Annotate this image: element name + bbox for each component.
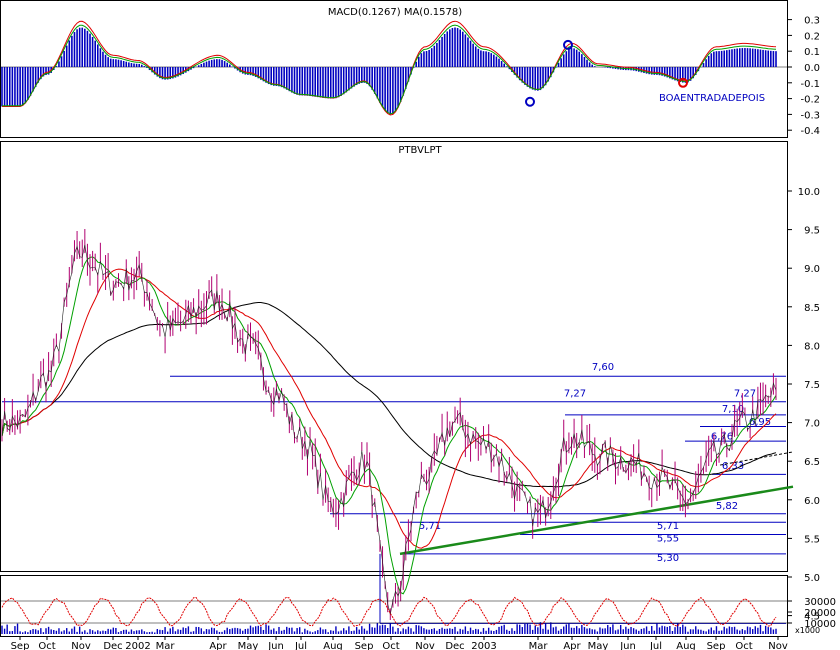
macd-axis-label: -0.4 (800, 126, 820, 137)
price-axis-label: 9.5 (804, 226, 820, 237)
price-axis-label: 6.0 (804, 496, 820, 507)
volume-unit: x1000 (795, 626, 820, 635)
x-axis-label: Sep (355, 641, 374, 650)
level-label: 7,27 (734, 388, 756, 399)
volume-layer (0, 596, 787, 634)
x-axis-label: Jun (267, 641, 284, 650)
level-label: 5,55 (657, 533, 679, 544)
macd-legend: MACD(0.1267) MA(0.1578) (328, 7, 462, 18)
volume-axis-label: 10000 (804, 619, 836, 630)
volume-axis-label: 20000 (804, 608, 836, 619)
x-axis-label: Mar (529, 641, 549, 650)
price-axis-label: 5.5 (804, 534, 820, 545)
macd-marker (563, 39, 573, 50)
support-trendline (399, 485, 794, 556)
x-axis-label: Dec (445, 641, 464, 650)
x-axis-label: May (238, 641, 259, 650)
x-axis-label: Aug (323, 641, 343, 650)
macd-axis-label: -0.3 (800, 110, 820, 121)
x-axis-label: Nov (768, 641, 788, 650)
x-axis-label: Oct (38, 641, 55, 650)
macd-axis-label: -0.1 (800, 79, 820, 90)
macd-marker (525, 96, 535, 107)
price-layer: 7,607,277,277,106,956,766,335,825,715,71… (1, 228, 794, 624)
ma-long-line (1, 302, 777, 488)
x-axis-label: Jul (649, 641, 662, 650)
level-label: 5,71 (657, 521, 679, 532)
macd-layer (0, 20, 787, 116)
level-label: 5,82 (716, 501, 738, 512)
x-axis-label: Oct (735, 641, 752, 650)
x-axis-label: Nov (71, 641, 91, 650)
level-label: 7,27 (564, 388, 586, 399)
macd-axis-label: -0.2 (800, 95, 820, 106)
x-axis-label: 2002 (125, 641, 150, 650)
level-label: 5,30 (657, 553, 679, 564)
price-line (1, 244, 777, 615)
price-axis-label: 8.5 (804, 303, 820, 314)
x-axis-label: Nov (415, 641, 435, 650)
price-axis-label: 7.5 (804, 380, 820, 391)
macd-marker (678, 77, 688, 88)
x-axis-label: Dec (103, 641, 122, 650)
x-axis-label: Jul (294, 641, 307, 650)
volume-axis-label: 30000 (804, 597, 836, 608)
x-axis-label: Sep (707, 641, 726, 650)
x-axis-label: Sep (11, 641, 30, 650)
x-axis-label: 2003 (471, 641, 496, 650)
x-axis-label: Apr (563, 641, 581, 650)
x-axis-label: Aug (676, 641, 696, 650)
price-title: PTBVLPT (398, 145, 442, 156)
price-axis-label: 7.0 (804, 419, 820, 430)
x-axis-label: Oct (382, 641, 399, 650)
x-axis-label: Mar (156, 641, 176, 650)
x-axis-label: Jun (619, 641, 636, 650)
level-label: 5,71 (419, 521, 441, 532)
dashed-trendline (719, 451, 794, 466)
price-axis-label: 9.0 (804, 264, 820, 275)
price-axis-label: 8.0 (804, 341, 820, 352)
price-panel-frame (0, 141, 788, 572)
macd-axis-label: 0.2 (804, 31, 820, 42)
x-axis-label: Apr (209, 641, 227, 650)
volume-oscillator-line (1, 596, 777, 627)
macd-axis-label: 0.1 (804, 47, 820, 58)
macd-signal-line (2, 20, 777, 116)
price-axis-label: 5.0 (804, 573, 820, 584)
macd-axis-label: 0.3 (804, 16, 820, 27)
price-axis-label: 4.5 (804, 612, 820, 623)
level-label: 7,60 (592, 362, 614, 373)
level-label: 6,33 (722, 461, 744, 472)
price-axis-label: 6.5 (804, 457, 820, 468)
price-axis-label: 10.0 (798, 187, 820, 198)
axis-layer: 0.3 0.2 0.1 0.0 -0.1 -0.2 -0.3 -0.4 10.0 9.5 9.0 8.… (11, 16, 836, 650)
macd-axis-label: 0.0 (804, 63, 820, 74)
x-axis-label: May (588, 641, 609, 650)
level-label: 7,10 (722, 404, 744, 415)
macd-line (2, 24, 777, 115)
level-label: 6,95 (749, 417, 771, 428)
macd-annotation: BOAENTRADADEPOIS (659, 93, 765, 104)
